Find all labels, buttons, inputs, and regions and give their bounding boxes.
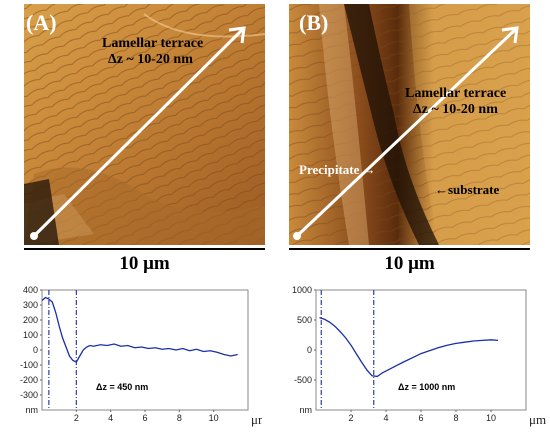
- scale-rule-a: [24, 248, 265, 250]
- profile-plot-b: 1000 500 0 -500 nm 2 4 6 8 10 μm Δz = 1000 nm: [280, 284, 548, 436]
- x-unit-label: μm: [251, 412, 262, 427]
- x-tick-label: 6: [142, 413, 147, 423]
- y-unit-label: nm: [25, 405, 38, 415]
- y-tick-label: 0: [307, 345, 312, 355]
- annotation-terrace-b: Lamellar terrace: [405, 86, 507, 101]
- afm-image-b: (B) Lamellar terrace Δz ~ 10-20 nm Preci…: [289, 4, 530, 245]
- precipitate-label: Precipitate: [299, 162, 360, 177]
- profile-plot-a: 400 300 200 100 0 -100 -200 -300 nm 2 4 6 8 10 μm Δz = …: [0, 284, 262, 436]
- afm-image-a: (A) Lamellar terrace Δz ~ 10-20 nm: [24, 4, 265, 245]
- y-tick-label: -200: [20, 375, 38, 385]
- profile-line: [41, 296, 238, 363]
- y-tick-label: 300: [23, 300, 38, 310]
- dz-annotation: Δz = 1000 nm: [398, 382, 455, 392]
- substrate-label: substrate: [448, 182, 500, 197]
- scale-bar-a: 10 μm: [119, 253, 170, 274]
- x-tick-label: 2: [348, 413, 353, 423]
- x-tick-label: 6: [418, 413, 423, 423]
- annotation-substrate-b: ←substrate: [435, 182, 499, 198]
- x-tick-label: 8: [177, 413, 182, 423]
- y-tick-label: -100: [20, 360, 38, 370]
- y-tick-label: 0: [33, 345, 38, 355]
- x-tick-label: 4: [383, 413, 388, 423]
- y-unit-label: nm: [299, 405, 312, 415]
- annotation-dz-b: Δz ~ 10-20 nm: [413, 102, 498, 117]
- annotation-dz-a: Δz ~ 10-20 nm: [108, 52, 193, 67]
- dz-annotation: Δz = 450 nm: [96, 382, 148, 392]
- y-tick-label: 1000: [292, 285, 312, 295]
- arrow-right-icon: →: [362, 162, 376, 177]
- x-tick-label: 8: [453, 413, 458, 423]
- profile-chart-b: 1000 500 0 -500 nm 2 4 6 8 10 μm Δz = 1000 nm: [292, 285, 546, 427]
- x-unit-label: μm: [529, 412, 546, 427]
- scale-rule-b: [289, 248, 530, 250]
- scale-bar-b: 10 μm: [384, 253, 435, 274]
- x-tick-label: 10: [486, 413, 496, 423]
- profile-line: [319, 316, 499, 378]
- y-tick-label: 400: [23, 285, 38, 295]
- y-tick-label: 200: [23, 315, 38, 325]
- annotation-precipitate-b: Precipitate →: [299, 162, 376, 178]
- x-tick-label: 10: [209, 413, 219, 423]
- y-tick-label: 100: [23, 330, 38, 340]
- plot-frame: [315, 289, 527, 411]
- annotation-terrace-a: Lamellar terrace: [102, 36, 204, 51]
- y-tick-label: -300: [20, 390, 38, 400]
- panel-label-b: (B): [299, 10, 329, 35]
- panel-label-a: (A): [26, 10, 57, 35]
- plot-frame: [41, 289, 249, 411]
- arrow-left-icon: ←: [435, 182, 448, 197]
- y-tick-label: -500: [294, 375, 312, 385]
- x-tick-label: 4: [108, 413, 113, 423]
- y-tick-label: 500: [297, 315, 312, 325]
- x-tick-label: 2: [74, 413, 79, 423]
- profile-chart-a: 400 300 200 100 0 -100 -200 -300 nm 2 4 6 8 10 μm Δz = …: [20, 285, 262, 427]
